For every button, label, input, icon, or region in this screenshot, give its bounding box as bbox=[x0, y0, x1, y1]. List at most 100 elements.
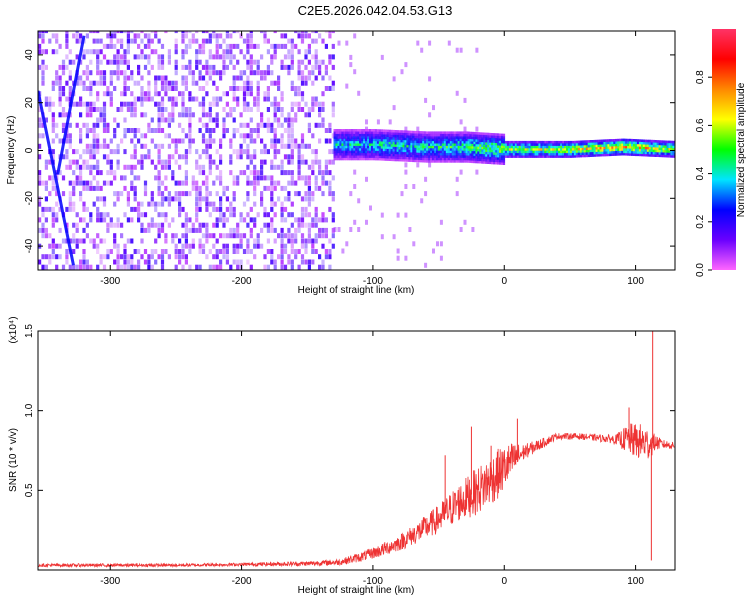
spectrogram-cell bbox=[294, 191, 298, 197]
signal-cell bbox=[648, 149, 651, 152]
spectrogram-cell bbox=[328, 249, 332, 254]
signal-cell bbox=[520, 155, 523, 158]
signal-cell bbox=[426, 157, 429, 161]
spectrogram-cell bbox=[140, 75, 144, 81]
signal-cell bbox=[516, 155, 519, 158]
signal-cell bbox=[499, 162, 502, 165]
spectrogram-cell bbox=[82, 164, 86, 170]
spectrogram-cell bbox=[256, 238, 260, 244]
spectrogram-cell bbox=[120, 138, 124, 144]
signal-cell bbox=[615, 153, 618, 156]
spectrogram-cell bbox=[96, 143, 100, 149]
spectrogram-cell bbox=[294, 112, 298, 118]
spectrogram-cell bbox=[44, 196, 48, 202]
spectrogram-cell bbox=[304, 33, 308, 39]
spectrogram-cell bbox=[164, 133, 168, 139]
signal-cell bbox=[475, 153, 478, 157]
spectrogram-cell bbox=[290, 170, 294, 176]
signal-cell bbox=[455, 148, 458, 151]
spectrogram-cell bbox=[273, 112, 277, 118]
signal-cell bbox=[449, 138, 452, 142]
signal-cell bbox=[380, 153, 383, 156]
signal-cell bbox=[646, 149, 649, 152]
spectrogram-cell bbox=[290, 101, 294, 107]
signal-cell bbox=[370, 136, 374, 139]
signal-cell bbox=[644, 146, 647, 150]
spectrogram-cell bbox=[266, 249, 270, 254]
spectrogram-cell bbox=[324, 64, 328, 70]
spectrogram-cell bbox=[324, 70, 328, 76]
signal-cell bbox=[502, 148, 506, 151]
spectrogram-cell bbox=[68, 206, 72, 212]
signal-cell bbox=[410, 147, 413, 150]
spectrogram-cell bbox=[205, 138, 209, 144]
signal-cell bbox=[382, 158, 385, 161]
signal-cell bbox=[467, 155, 470, 158]
signal-cell bbox=[428, 145, 431, 149]
spectrogram-cell bbox=[85, 164, 89, 170]
spectrogram-cell bbox=[324, 180, 328, 186]
spectrogram-cell bbox=[205, 80, 209, 86]
spectrogram-cell bbox=[331, 227, 335, 233]
spectrogram-cell bbox=[137, 70, 141, 76]
signal-cell bbox=[591, 144, 594, 148]
signal-cell bbox=[422, 159, 425, 163]
spectrogram-cell bbox=[246, 64, 250, 70]
signal-cell bbox=[386, 134, 389, 137]
signal-cell bbox=[483, 139, 486, 143]
signal-cell bbox=[483, 134, 486, 138]
signal-cell bbox=[453, 133, 456, 137]
spectrogram-cell bbox=[164, 238, 168, 244]
signal-cell bbox=[491, 147, 494, 150]
signal-cell bbox=[361, 150, 364, 154]
signal-cell bbox=[430, 133, 433, 137]
signal-cell bbox=[426, 148, 429, 151]
signal-cell bbox=[664, 152, 667, 155]
signal-cell bbox=[516, 148, 519, 151]
signal-cell bbox=[430, 140, 433, 144]
spectrogram-cell bbox=[246, 43, 250, 49]
signal-cell bbox=[463, 133, 466, 137]
signal-cell bbox=[487, 135, 490, 138]
signal-cell bbox=[424, 148, 427, 151]
signal-cell bbox=[516, 145, 519, 149]
spectrogram-cell bbox=[116, 38, 120, 44]
signal-cell bbox=[341, 136, 344, 139]
signal-cell bbox=[359, 145, 362, 149]
spectrogram-cell bbox=[157, 159, 161, 165]
spectrogram-cell bbox=[280, 185, 284, 191]
spectrogram-cell bbox=[321, 122, 325, 128]
spectrogram-cell bbox=[109, 38, 113, 44]
signal-cell bbox=[644, 142, 647, 145]
spectrogram-cell bbox=[290, 64, 294, 70]
spectrogram-cell bbox=[133, 112, 137, 118]
signal-cell bbox=[422, 155, 425, 158]
signal-cell bbox=[406, 149, 409, 153]
signal-cell bbox=[406, 142, 409, 146]
spectrogram-cell bbox=[133, 80, 137, 86]
signal-cell bbox=[601, 146, 604, 150]
signal-cell bbox=[392, 149, 395, 152]
signal-cell bbox=[339, 145, 342, 149]
spectrogram-cell bbox=[178, 138, 182, 144]
spectrogram-cell bbox=[256, 243, 260, 249]
signal-cell bbox=[601, 141, 604, 145]
signal-cell bbox=[473, 139, 476, 142]
spectrogram-cell bbox=[157, 101, 161, 107]
spectrogram-cell bbox=[41, 264, 45, 270]
spectrogram-cell bbox=[253, 243, 257, 249]
spectrogram-cell bbox=[82, 264, 86, 270]
signal-cell bbox=[461, 152, 464, 156]
spectrogram-cell bbox=[198, 75, 202, 81]
signal-cell bbox=[504, 155, 508, 158]
signal-cell bbox=[398, 154, 401, 157]
spectrogram-cell bbox=[412, 184, 416, 189]
spectrogram-cell bbox=[126, 128, 130, 133]
spectrogram-cell bbox=[242, 133, 247, 139]
signal-cell bbox=[347, 152, 350, 156]
spectrogram-cell bbox=[198, 59, 202, 65]
spectrogram-cell bbox=[236, 128, 240, 133]
signal-cell bbox=[487, 139, 490, 143]
spectrogram-cell bbox=[239, 49, 243, 55]
signal-cell bbox=[506, 155, 510, 158]
